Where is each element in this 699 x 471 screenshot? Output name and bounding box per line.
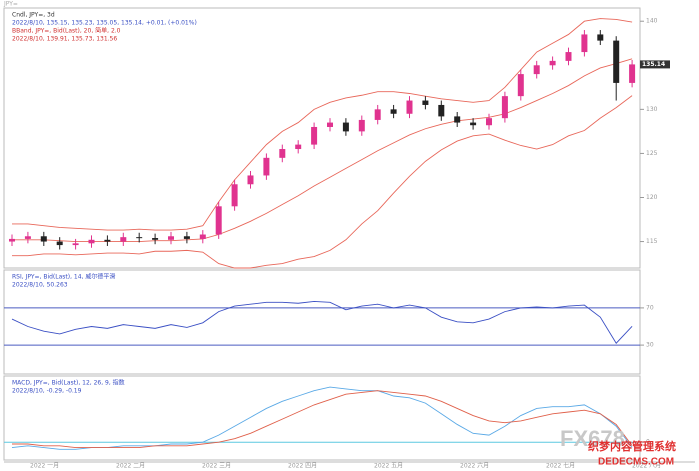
candle-body (501, 96, 508, 119)
candle-body (327, 122, 333, 127)
candle-body (9, 238, 15, 242)
x-tick-label: 2022 八月 (632, 463, 661, 470)
candle-body (565, 52, 572, 61)
candle-body (56, 241, 63, 246)
last-price-label: 135.14 (642, 61, 665, 68)
candle-body (374, 109, 381, 120)
y-tick-label: 130 (646, 106, 658, 113)
candle-body (358, 119, 365, 132)
x-tick-label: 2022 一月 (30, 463, 59, 470)
candle-body (215, 206, 222, 235)
y-tick-label: 140 (646, 18, 658, 25)
candle-body (470, 122, 477, 126)
candle-body (72, 243, 79, 246)
candle-body (342, 122, 349, 132)
candle-body (517, 74, 524, 97)
rsi-subtitle: 2022/8/10, 50.263 (12, 282, 68, 289)
panel-frames (3, 7, 695, 463)
candle-body (279, 149, 286, 158)
macd-title: MACD, JPY=, Bid(Last), 12, 26, 9, 指数 (12, 379, 125, 387)
candle-body (88, 239, 95, 244)
candle-body (120, 237, 127, 242)
watermark-line2: DEDECMS.COM (598, 457, 674, 468)
x-tick-label: 2022 四月 (288, 463, 317, 470)
candle-body (629, 64, 636, 83)
series-line (12, 18, 633, 231)
candle-body (263, 157, 270, 176)
header-title: JPY= (3, 1, 18, 8)
x-tick-label: 2022 三月 (202, 463, 231, 470)
candle-body (406, 100, 413, 114)
candle-body (581, 34, 588, 53)
rsi-title: RSI, JPY=, Bid(Last), 14, 威尔德平滑 (12, 273, 115, 281)
y-tick-label: 125 (646, 150, 658, 157)
candle-body (199, 234, 206, 239)
x-tick-label: 2022 五月 (374, 463, 403, 470)
candle-body (295, 144, 302, 150)
series-line (11, 300, 633, 344)
x-tick-label: 2022 二月 (116, 463, 145, 470)
candle-body (231, 184, 238, 207)
last-price-tag (640, 60, 670, 69)
y-tick-label: 120 (646, 194, 658, 201)
series-line (12, 390, 633, 449)
candle-body (486, 118, 492, 126)
candle-body (24, 236, 31, 239)
candle-body (533, 65, 540, 75)
candle-body (549, 60, 556, 66)
macd-subtitle: 2022/8/10, -0.29, -0.19 (12, 388, 82, 395)
candle-body (454, 116, 461, 123)
candle-body (390, 109, 397, 114)
price-subtitle: 2022/8/10, 135.15, 135.23, 135.05, 135.1… (12, 20, 197, 27)
series-line (11, 386, 633, 450)
candle-body (104, 239, 111, 242)
candle-body (597, 34, 604, 41)
series-line (12, 58, 633, 243)
candle-body (40, 236, 47, 242)
candle-body (438, 104, 445, 117)
y-tick-label: 30 (646, 342, 654, 349)
candle-body (422, 100, 429, 105)
x-tick-label: 2022 七月 (546, 462, 575, 470)
candle-body (247, 175, 254, 185)
bband-title: BBand, JPY=, Bid(Last), 20, 简单, 2.0 (12, 27, 121, 35)
candle-body (613, 40, 620, 83)
y-tick-label: 70 (646, 304, 654, 311)
y-tick-label: 115 (646, 238, 658, 245)
x-tick-label: 2022 六月 (460, 462, 489, 470)
candle-body (311, 126, 318, 145)
candle-body (136, 237, 143, 239)
bband-subtitle: 2022/8/10, 139.91, 135.73, 131.56 (12, 36, 117, 43)
candle-body (183, 236, 190, 239)
series-line (12, 95, 633, 269)
candle-body (168, 236, 174, 240)
candle-body (152, 238, 159, 240)
y-tick-label: 0 (646, 439, 650, 446)
price-title: Cndl, JPY=, 3d (12, 12, 55, 19)
watermark-brand: FX678 (560, 426, 625, 451)
watermark-line1: 织梦内容管理系统 (588, 439, 676, 453)
